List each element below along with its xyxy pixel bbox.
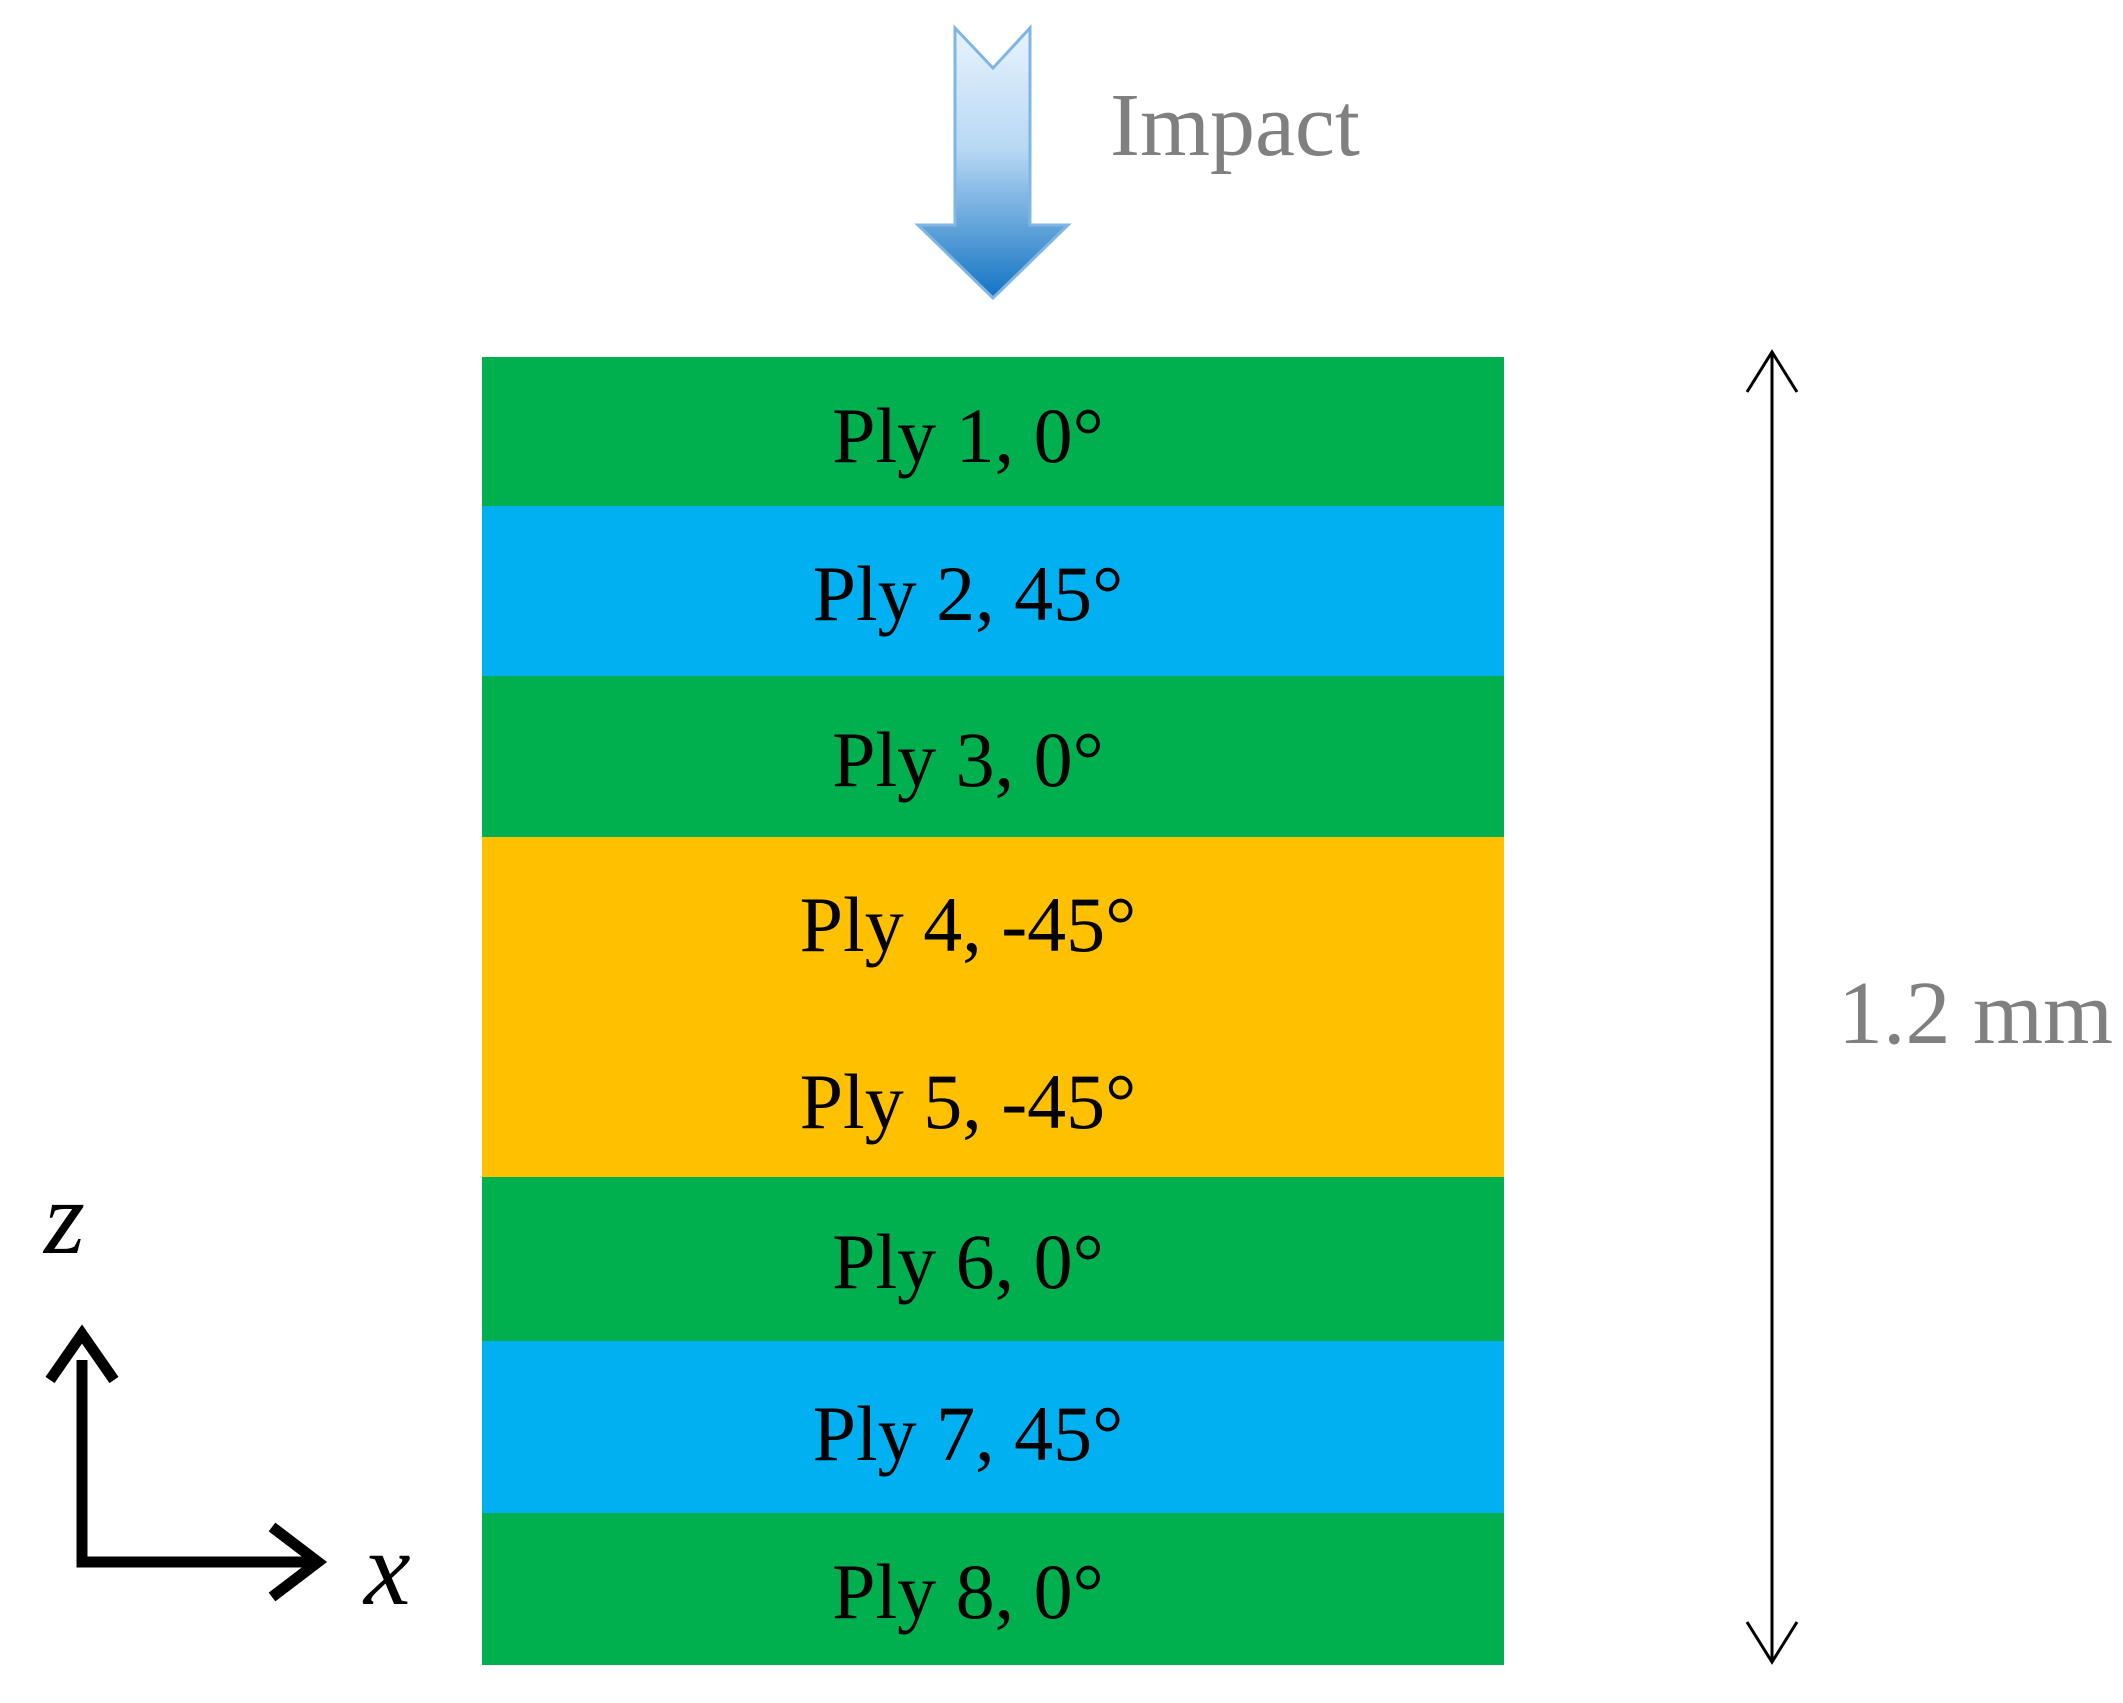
coordinate-axes-icon bbox=[45, 1324, 328, 1602]
ply-2-label: Ply 2, 45° bbox=[813, 550, 1124, 637]
ply-stack: Ply 1, 0° Ply 2, 45° Ply 3, 0° Ply 4, -4… bbox=[482, 357, 1504, 1665]
thickness-label: 1.2 mm bbox=[1838, 964, 2113, 1063]
x-axis-label: x bbox=[362, 1510, 411, 1627]
impact-arrow-icon bbox=[914, 24, 1072, 301]
ply-band-2 bbox=[482, 506, 1504, 676]
thickness-arrow-icon bbox=[1745, 349, 1799, 1665]
ply-5-label: Ply 5, -45° bbox=[800, 1058, 1137, 1145]
ply-7-label: Ply 7, 45° bbox=[813, 1390, 1124, 1477]
ply-6-label: Ply 6, 0° bbox=[832, 1218, 1104, 1305]
ply-3-label: Ply 3, 0° bbox=[832, 716, 1104, 803]
ply-band-4-5 bbox=[482, 837, 1504, 1177]
ply-band-3 bbox=[482, 676, 1504, 837]
impact-label: Impact bbox=[1110, 76, 1360, 175]
ply-4-label: Ply 4, -45° bbox=[800, 881, 1137, 968]
z-axis-label: z bbox=[42, 1159, 85, 1276]
ply-8-label: Ply 8, 0° bbox=[832, 1548, 1104, 1635]
ply-band-8 bbox=[482, 1513, 1504, 1665]
ply-band-6 bbox=[482, 1177, 1504, 1341]
ply-band-7 bbox=[482, 1341, 1504, 1513]
ply-1-label: Ply 1, 0° bbox=[832, 392, 1104, 479]
ply-band-1 bbox=[482, 357, 1504, 506]
